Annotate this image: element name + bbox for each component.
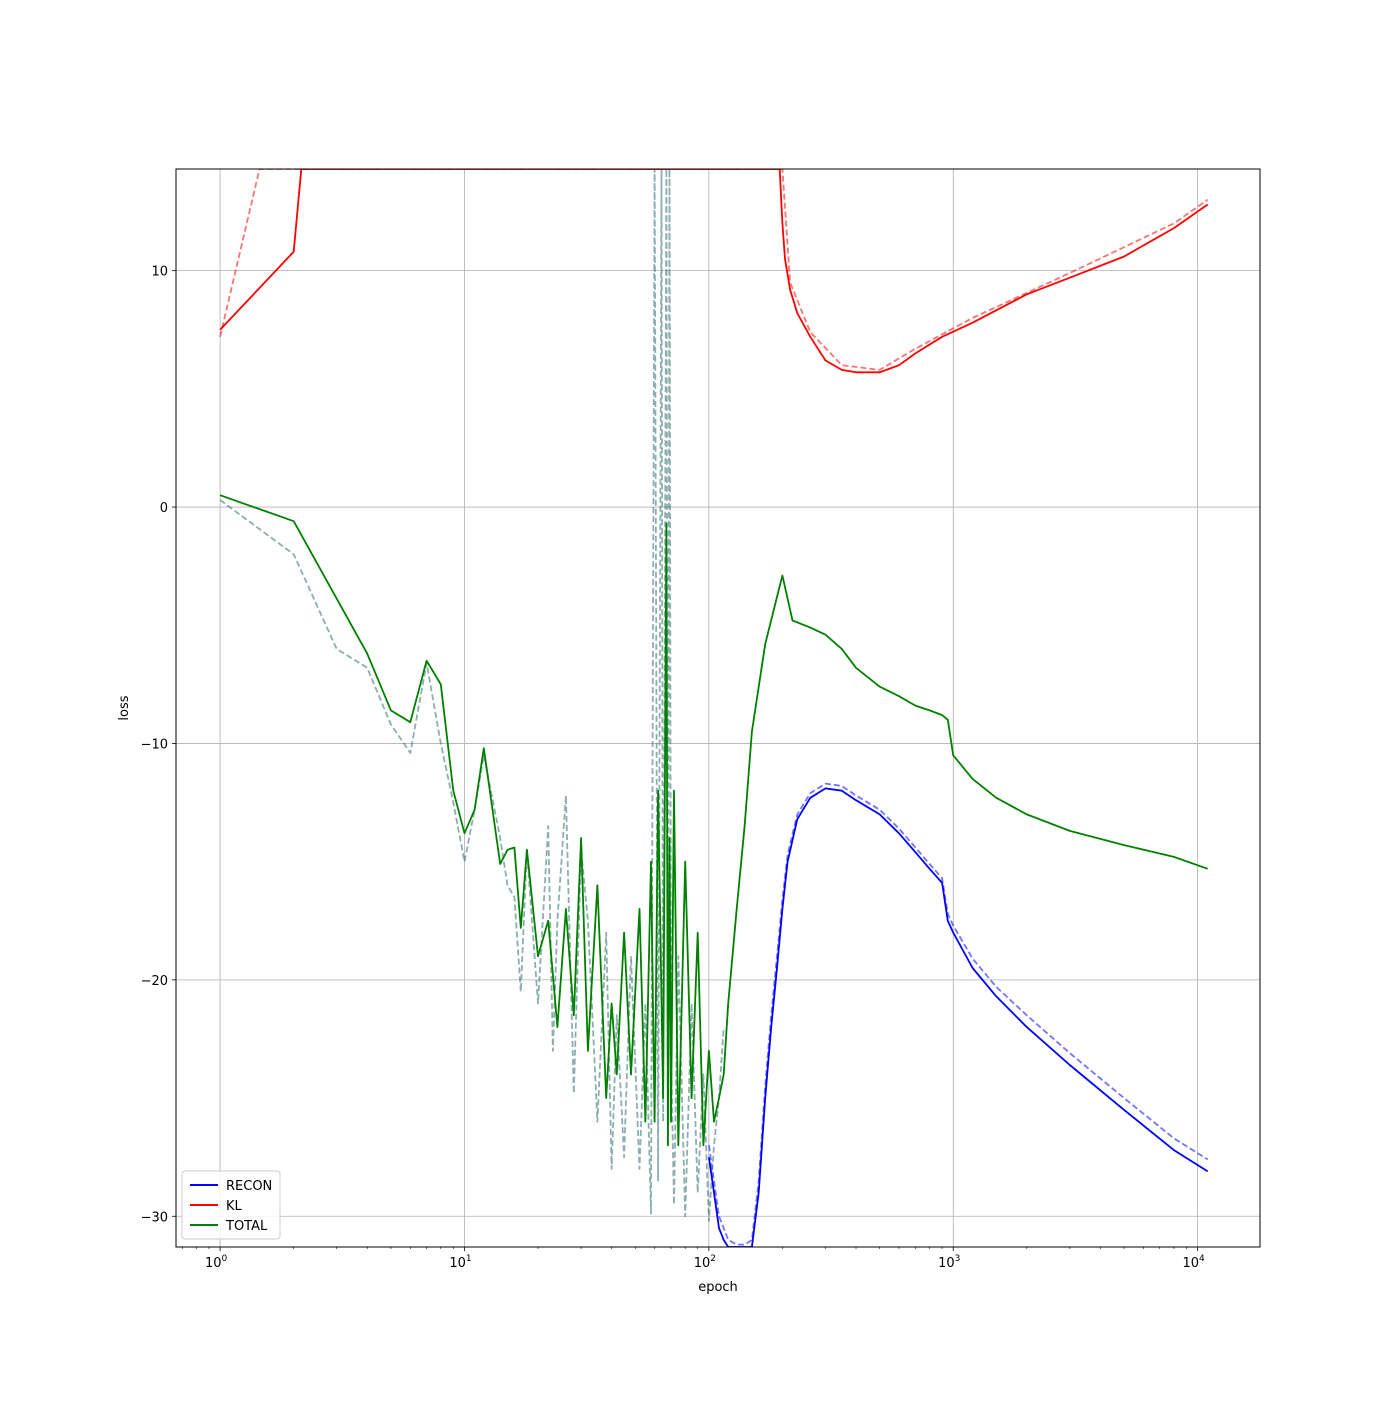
series-line-total — [219, 494, 1208, 1147]
y-tick-label: 10 — [151, 265, 168, 280]
x-tick-label: 103 — [938, 1254, 960, 1271]
y-axis-label: loss — [117, 695, 132, 720]
series-line-recon-val — [708, 782, 1209, 1246]
series-lines — [219, 169, 1209, 1247]
y-tick-label: −20 — [141, 974, 168, 989]
series-line-recon — [708, 787, 1209, 1247]
plot-frame — [175, 168, 1261, 1248]
legend-label: TOTAL — [225, 1219, 268, 1234]
series-line-total-val — [219, 169, 725, 1222]
legend-label: KL — [226, 1199, 243, 1214]
x-tick-label: 102 — [694, 1254, 716, 1271]
x-tick-label: 100 — [205, 1254, 228, 1271]
x-tick-label: 101 — [449, 1254, 471, 1271]
legend-label: RECON — [226, 1179, 272, 1194]
series-line-kl — [219, 169, 1209, 374]
y-tick-label: −30 — [141, 1210, 168, 1225]
x-axis-label: epoch — [698, 1280, 738, 1295]
y-tick-label: −10 — [141, 737, 168, 752]
legend-box — [181, 1170, 281, 1240]
legend: RECON KL TOTAL — [181, 1170, 281, 1240]
grid-lines — [176, 169, 1260, 1247]
x-tick-label: 104 — [1182, 1254, 1205, 1271]
y-tick-label: 0 — [160, 501, 168, 516]
series-line-kl-val — [219, 169, 1209, 371]
